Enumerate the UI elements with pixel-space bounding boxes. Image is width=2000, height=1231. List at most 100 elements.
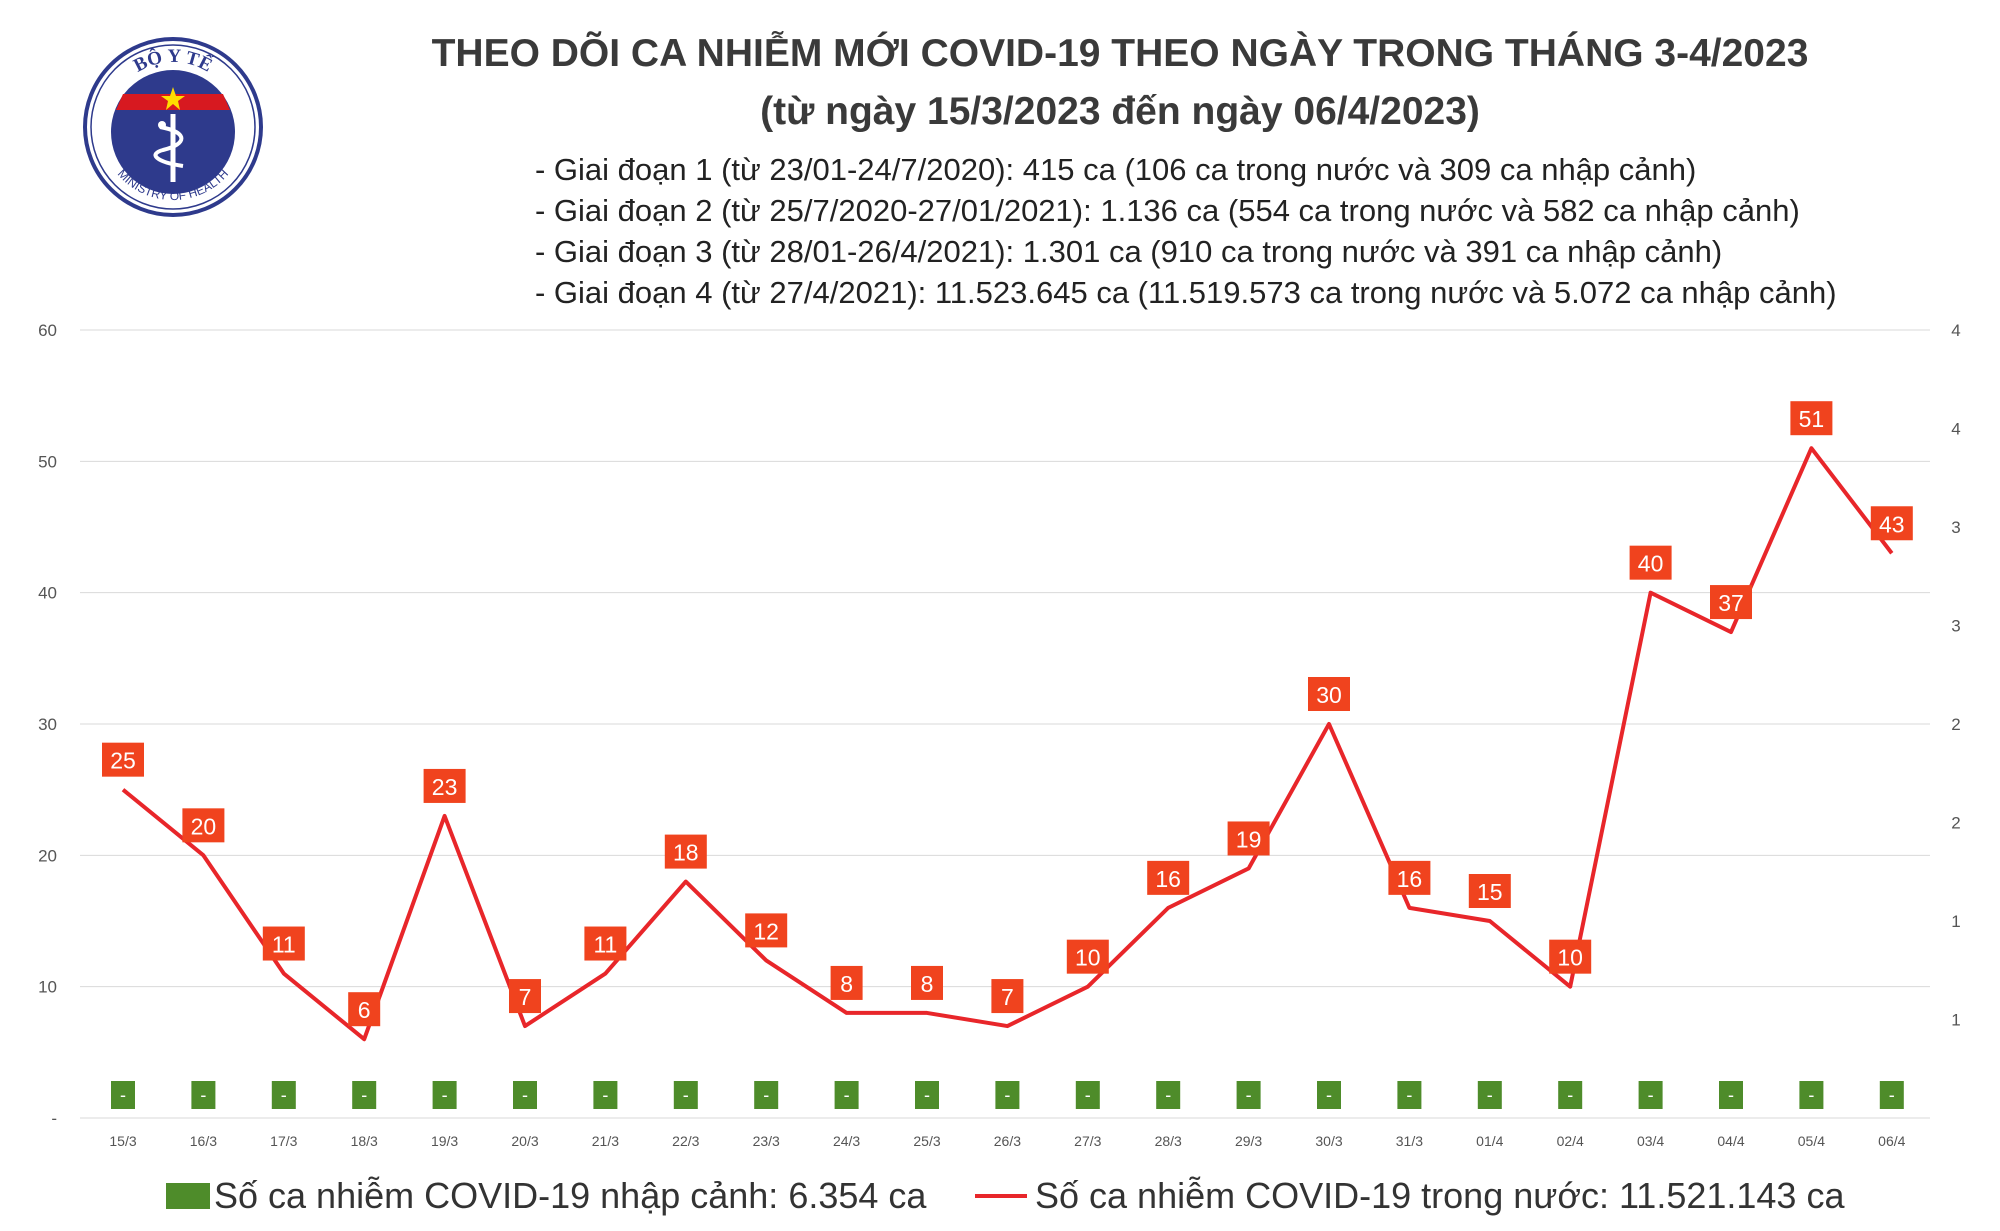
y-left-tick-label: 20 bbox=[38, 846, 57, 865]
imported-bar bbox=[271, 1081, 296, 1109]
imported-bar bbox=[432, 1081, 457, 1109]
domestic-data-label: 18 bbox=[673, 840, 699, 866]
domestic-data-label-box bbox=[1549, 939, 1592, 974]
domestic-data-label-box bbox=[1710, 585, 1752, 620]
domestic-data-label: 10 bbox=[1075, 945, 1101, 971]
imported-data-label: - bbox=[924, 1085, 930, 1105]
imported-bar bbox=[191, 1081, 216, 1109]
imported-bar bbox=[1558, 1081, 1583, 1109]
imported-bar bbox=[673, 1081, 698, 1109]
imported-data-label: - bbox=[1004, 1085, 1010, 1105]
x-tick-label: 19/3 bbox=[431, 1133, 458, 1149]
imported-bar bbox=[1156, 1081, 1181, 1109]
domestic-data-label-box bbox=[1629, 545, 1672, 580]
domestic-data-label: 30 bbox=[1316, 682, 1342, 708]
x-tick-label: 01/4 bbox=[1476, 1133, 1503, 1149]
y-right-tick-label: 4 bbox=[1951, 420, 1960, 439]
domestic-data-label-box bbox=[1066, 939, 1109, 974]
imported-data-label: - bbox=[1808, 1085, 1814, 1105]
imported-data-label: - bbox=[1567, 1085, 1573, 1105]
imported-data-label: - bbox=[1487, 1085, 1493, 1105]
domestic-data-label-box bbox=[1468, 874, 1511, 908]
domestic-data-label: 25 bbox=[110, 748, 136, 774]
x-tick-label: 24/3 bbox=[833, 1133, 860, 1149]
y-left-tick-label: 40 bbox=[38, 584, 57, 603]
imported-data-label: - bbox=[1165, 1085, 1171, 1105]
y-right-tick-label: 1 bbox=[1951, 912, 1960, 931]
domestic-data-label: 12 bbox=[753, 918, 779, 944]
imported-bar bbox=[1236, 1081, 1261, 1109]
domestic-data-label-box bbox=[991, 979, 1024, 1014]
y-left-tick-label: 10 bbox=[38, 978, 57, 997]
x-tick-label: 31/3 bbox=[1396, 1133, 1423, 1149]
domestic-data-label-box bbox=[911, 965, 943, 1000]
domestic-data-label: 7 bbox=[519, 984, 532, 1010]
imported-bar bbox=[1719, 1081, 1743, 1109]
imported-bar bbox=[1799, 1081, 1824, 1109]
domestic-data-label-box bbox=[1388, 860, 1431, 895]
imported-bar bbox=[513, 1081, 537, 1109]
chart-subtitle: (từ ngày 15/3/2023 đến ngày 06/4/2023) bbox=[760, 90, 1480, 133]
domestic-data-label: 16 bbox=[1155, 866, 1181, 892]
imported-data-label: - bbox=[844, 1085, 850, 1105]
legend-domestic-swatch bbox=[975, 1194, 1027, 1198]
imported-bar bbox=[1638, 1081, 1663, 1109]
imported-bar bbox=[1075, 1081, 1100, 1109]
x-tick-label: 22/3 bbox=[672, 1133, 699, 1149]
x-tick-label: 15/3 bbox=[109, 1133, 136, 1149]
x-tick-label: 27/3 bbox=[1074, 1133, 1101, 1149]
x-tick-label: 04/4 bbox=[1717, 1133, 1744, 1149]
domestic-data-label-box bbox=[584, 926, 627, 961]
imported-data-label: - bbox=[602, 1085, 608, 1105]
domestic-data-label: 23 bbox=[432, 774, 458, 800]
imported-data-label: - bbox=[1406, 1085, 1412, 1105]
domestic-data-label: 8 bbox=[921, 971, 934, 997]
x-tick-label: 23/3 bbox=[753, 1133, 780, 1149]
legend-imported-swatch bbox=[166, 1183, 210, 1209]
y-left-tick-label: 60 bbox=[38, 321, 57, 340]
x-tick-label: 02/4 bbox=[1557, 1133, 1584, 1149]
imported-bar bbox=[1477, 1081, 1502, 1109]
imported-data-label: - bbox=[1889, 1085, 1895, 1105]
legend-imported-label: Số ca nhiễm COVID-19 nhập cảnh: 6.354 ca bbox=[214, 1175, 927, 1216]
y-left-tick-label: 30 bbox=[38, 715, 57, 734]
imported-data-label: - bbox=[1648, 1085, 1654, 1105]
x-tick-label: 21/3 bbox=[592, 1133, 619, 1149]
domestic-data-label: 19 bbox=[1236, 826, 1262, 852]
x-tick-label: 16/3 bbox=[190, 1133, 217, 1149]
domestic-data-label-box bbox=[1227, 821, 1270, 856]
imported-bar bbox=[834, 1081, 859, 1109]
imported-data-label: - bbox=[120, 1085, 126, 1105]
domestic-data-label-box bbox=[1308, 677, 1350, 711]
x-tick-label: 17/3 bbox=[270, 1133, 297, 1149]
imported-data-label: - bbox=[1085, 1085, 1091, 1105]
domestic-data-label: 11 bbox=[593, 932, 617, 958]
chart-title: THEO DÕI CA NHIỄM MỚI COVID-19 THEO NGÀY… bbox=[431, 32, 1809, 75]
x-tick-label: 29/3 bbox=[1235, 1133, 1262, 1149]
y-right-tick-label: 2 bbox=[1951, 814, 1960, 833]
domestic-series-line bbox=[121, 446, 1894, 1042]
ministry-of-health-logo: BỘ Y TẾ MINISTRY OF HEALTH bbox=[83, 37, 263, 217]
domestic-data-label-box bbox=[1790, 401, 1833, 436]
note-phase-4: - Giai đoạn 4 (từ 27/4/2021): 11.523.645… bbox=[535, 275, 1837, 310]
domestic-data-label-box bbox=[745, 913, 788, 948]
legend-domestic: Số ca nhiễm COVID-19 trong nước: 11.521.… bbox=[975, 1175, 1844, 1217]
x-tick-label: 26/3 bbox=[994, 1133, 1021, 1149]
y-right-tick-label: 3 bbox=[1951, 518, 1960, 537]
legend-domestic-label: Số ca nhiễm COVID-19 trong nước: 11.521.… bbox=[1035, 1175, 1845, 1216]
imported-data-label: - bbox=[522, 1085, 528, 1105]
domestic-data-label: 7 bbox=[1001, 984, 1014, 1010]
domestic-data-label-box bbox=[830, 965, 863, 1000]
imported-bar bbox=[1879, 1081, 1904, 1109]
legend-imported: Số ca nhiễm COVID-19 nhập cảnh: 6.354 ca bbox=[166, 1175, 926, 1217]
domestic-data-label: 51 bbox=[1799, 406, 1825, 432]
domestic-data-label: 15 bbox=[1477, 879, 1503, 905]
imported-data-label: - bbox=[442, 1085, 448, 1105]
domestic-data-label-box bbox=[262, 926, 305, 961]
imported-data-label: - bbox=[1728, 1085, 1734, 1105]
x-tick-label: 06/4 bbox=[1878, 1133, 1905, 1149]
y-right-tick-label: 3 bbox=[1951, 617, 1960, 636]
domestic-data-label-box bbox=[509, 979, 541, 1014]
note-phase-2: - Giai đoạn 2 (từ 25/7/2020-27/01/2021):… bbox=[535, 193, 1800, 228]
note-phase-1: - Giai đoạn 1 (từ 23/01-24/7/2020): 415 … bbox=[535, 152, 1697, 187]
